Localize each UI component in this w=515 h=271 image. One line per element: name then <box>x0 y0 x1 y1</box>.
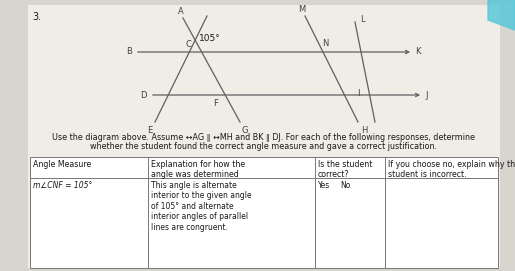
Text: K: K <box>415 47 421 56</box>
Text: H: H <box>361 126 367 135</box>
Text: E: E <box>147 126 152 135</box>
Text: I: I <box>357 89 359 98</box>
Text: M: M <box>298 5 305 14</box>
Text: Explanation for how the
angle was determined: Explanation for how the angle was determ… <box>151 160 245 179</box>
Text: A: A <box>178 7 184 16</box>
Text: whether the student found the correct angle measure and gave a correct justifica: whether the student found the correct an… <box>91 142 438 151</box>
Text: C: C <box>185 40 191 49</box>
Text: 105°: 105° <box>199 34 221 43</box>
Text: F: F <box>214 99 218 108</box>
Polygon shape <box>488 0 515 30</box>
FancyBboxPatch shape <box>28 5 500 268</box>
Text: 3.: 3. <box>32 12 41 22</box>
Text: m∠CNF = 105°: m∠CNF = 105° <box>33 181 92 190</box>
Text: J: J <box>425 92 427 101</box>
Text: If you choose no, explain why the
student is incorrect.: If you choose no, explain why the studen… <box>388 160 515 179</box>
Text: Angle Measure: Angle Measure <box>33 160 91 169</box>
Text: This angle is alternate
interior to the given angle
of 105° and alternate
interi: This angle is alternate interior to the … <box>151 181 252 232</box>
Bar <box>30 157 498 268</box>
Text: G: G <box>242 126 249 135</box>
Text: No: No <box>340 181 350 190</box>
Text: B: B <box>126 47 132 56</box>
Text: Yes: Yes <box>318 181 330 190</box>
Text: N: N <box>322 39 329 48</box>
Text: Is the student
correct?: Is the student correct? <box>318 160 372 179</box>
Text: L: L <box>360 15 365 24</box>
Text: D: D <box>141 92 147 101</box>
Text: Use the diagram above. Assume ↔AG ∥ ↔MH and BK ∥ DJ. For each of the following r: Use the diagram above. Assume ↔AG ∥ ↔MH … <box>53 133 475 142</box>
